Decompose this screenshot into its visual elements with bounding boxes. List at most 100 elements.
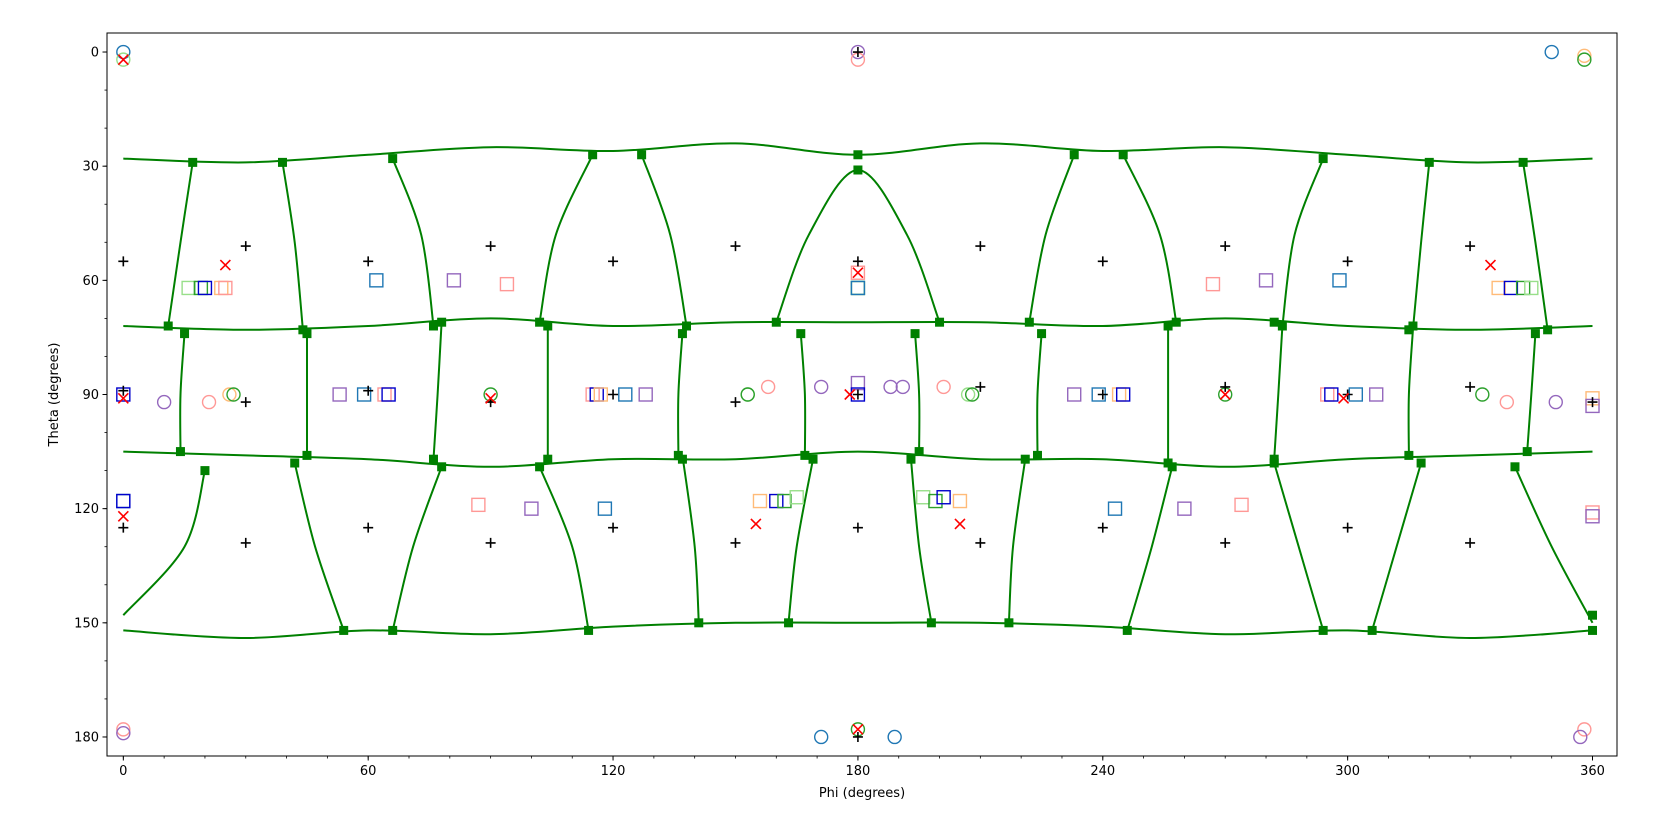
square-marker [1491,280,1506,296]
x-axis-label: Phi (degrees) [819,786,905,801]
boundary-vertex-marker [175,447,185,457]
square-marker [214,280,229,296]
plus-marker [852,47,863,58]
plus-marker [608,522,619,533]
circle-marker [887,729,902,745]
boundary-line [123,317,1593,331]
boundary-vertex-marker [1277,321,1287,331]
boundary-vertex-marker [543,321,553,331]
plus-marker [975,381,986,392]
x-marker [1219,388,1231,401]
y-axis-label: Theta (degrees) [47,343,62,448]
plus-marker [485,537,496,548]
plus-marker [1342,256,1353,267]
x-marker [1338,392,1350,404]
square-marker [850,280,866,296]
boundary-line [1122,154,1178,323]
square-marker [597,501,613,516]
boundary-line [1371,462,1423,631]
y-tick-label: 120 [74,502,99,517]
square-marker [1107,501,1123,516]
boundary-line [293,462,345,631]
x-marker [844,388,856,401]
y-tick-label: 0 [91,46,99,61]
plus-marker [118,256,129,267]
plus-marker [118,522,129,533]
square-marker [499,276,515,292]
square-marker [936,490,951,505]
boundary-vertex-marker [1408,321,1418,331]
boundary-vertex-marker [677,454,687,464]
square-marker [1332,273,1347,288]
circle-marker [1577,722,1592,737]
circle-marker [201,394,217,410]
plus-marker [240,241,251,252]
boundary-line [775,168,941,323]
square-marker [356,387,372,402]
circle-marker [116,44,131,60]
boundary-vertex-marker [1118,150,1128,160]
x-tick-label: 0 [119,764,127,779]
circle-marker [1577,52,1592,67]
boundary-line [681,455,700,623]
circle-marker [116,725,131,741]
boundary-vertex-marker [1588,625,1598,635]
boundary-line [1407,329,1414,456]
boundary-vertex-marker [694,618,704,628]
boundary-vertex-marker [1020,454,1030,464]
square-marker [446,273,462,288]
x-marker [117,392,129,404]
square-marker [952,493,968,509]
boundary-vertex-marker [543,454,553,464]
boundary-vertex-marker [584,625,594,635]
boundary-vertex-marker [1163,321,1173,331]
square-marker [1585,505,1600,520]
boundary-vertex-marker [926,618,936,628]
x-tick-label: 360 [1580,764,1605,779]
square-marker [789,490,804,505]
boundary-vertex-marker [302,450,312,460]
boundary-vertex-marker [853,150,863,160]
boundary-line [123,450,1593,468]
circle-marker [1573,729,1588,745]
circle-marker [1499,394,1515,410]
boundary-line [122,470,206,616]
circle-marker [116,52,131,67]
x-marker [852,267,864,279]
x-marker [954,518,966,530]
circle-marker [936,379,951,395]
boundary-vertex-marker [1037,329,1047,339]
circle-marker [895,379,911,395]
plus-marker [1342,522,1353,533]
circle-marker [116,722,131,737]
plus-marker [1097,522,1108,533]
boundary-vertex-marker [437,462,447,472]
square-marker [1205,276,1221,292]
plus-marker [975,537,986,548]
circle-marker [1475,387,1490,402]
boundary-vertex-marker [1530,329,1540,339]
square-marker [471,497,486,513]
boundary-vertex-marker [1318,625,1328,635]
boundary-vertex-marker [796,329,806,339]
circle-marker [850,44,866,60]
boundary-line [1514,466,1594,624]
square-marker [850,387,866,402]
boundary-vertex-marker [637,150,647,160]
circle-marker [222,387,237,402]
boundary-vertex-marker [428,454,438,464]
x-marker [117,510,129,522]
boundary-line [432,322,443,460]
y-tick-label: 90 [82,388,99,403]
boundary-vertex-marker [853,165,863,175]
plus-marker [118,385,129,396]
square-marker [638,387,653,402]
square-marker [1234,497,1249,513]
plus-marker [1220,537,1231,548]
square-marker [332,387,347,402]
boundary-vertex-marker [388,625,398,635]
square-marker [1503,280,1519,296]
y-tick-label: 150 [74,616,99,631]
boundary-vertex-marker [771,317,781,327]
